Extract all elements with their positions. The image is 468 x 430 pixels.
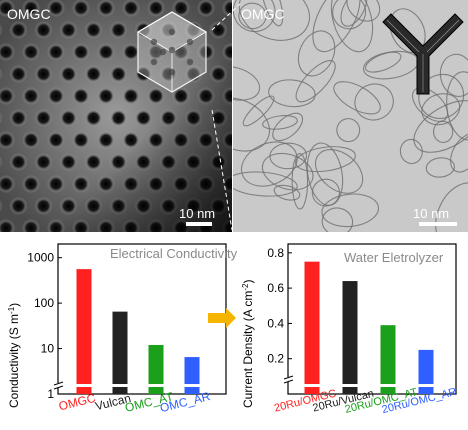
right-panel-label: OMGC [241, 6, 285, 22]
framework-model-icon [137, 11, 207, 93]
left-scale-bar [186, 222, 212, 226]
bar-break-gap [183, 384, 201, 387]
bar-omgc [76, 269, 92, 394]
nanotube-junction-icon [382, 13, 464, 95]
direction-arrow-icon [208, 308, 236, 328]
y-tick-label: 10 [41, 342, 55, 356]
stem-micrograph: OMGC 10 nm [0, 0, 232, 232]
zoom-connector [0, 0, 468, 232]
tem-micrograph: OMGC 10 nm [233, 0, 468, 232]
y-tick-label: 0.4 [267, 316, 284, 330]
y-tick-label: 0.2 [267, 352, 284, 366]
stem-micrograph-panel: OMGC 10 nm [0, 0, 232, 232]
conductivity-ylabel: Conductivity (S m-1) [7, 303, 22, 408]
bar-break-gap [303, 384, 321, 387]
bar-break-gap [75, 384, 93, 387]
y-tick-label: 1000 [27, 251, 54, 265]
bar-20ru-omgc [304, 261, 320, 394]
left-panel-label: OMGC [7, 6, 51, 22]
left-scale-label: 10 nm [179, 206, 215, 221]
bar-omc-ar [184, 357, 200, 394]
bar-omc-at [148, 344, 164, 394]
conductivity-axis-break [53, 381, 64, 390]
right-scale-label: 10 nm [413, 206, 449, 221]
bar-20ru-vulcan [342, 281, 358, 394]
current-density-plot-frame [287, 243, 457, 395]
bar-break-gap [379, 384, 397, 387]
bar-break-gap [341, 384, 359, 387]
right-scale-bar [419, 222, 457, 226]
tem-micrograph-panel: OMGC 10 nm [233, 0, 468, 232]
current-density-title: Water Eletrolyzer [344, 250, 444, 265]
y-tick-label: 0.6 [267, 281, 284, 295]
current-density-ylabel: Current Density (A cm-2) [241, 280, 256, 409]
y-tick-label: 0.8 [267, 246, 284, 260]
bar-break-gap [111, 384, 129, 387]
y-tick-label: 1 [47, 387, 54, 401]
bar-vulcan [112, 311, 128, 394]
conductivity-title: Electrical Conductivity [110, 246, 238, 261]
current-density-axis-break [283, 375, 294, 384]
y-tick-label: 100 [34, 296, 54, 310]
bar-20ru-omc-ar [418, 349, 434, 394]
bar-20ru-omc-at [380, 325, 396, 394]
current-density-chart: Water Eletrolyzer 0.20.40.60.8 20Ru/OMGC… [241, 243, 458, 416]
bar-break-gap [147, 384, 165, 387]
bar-break-gap [417, 384, 435, 387]
